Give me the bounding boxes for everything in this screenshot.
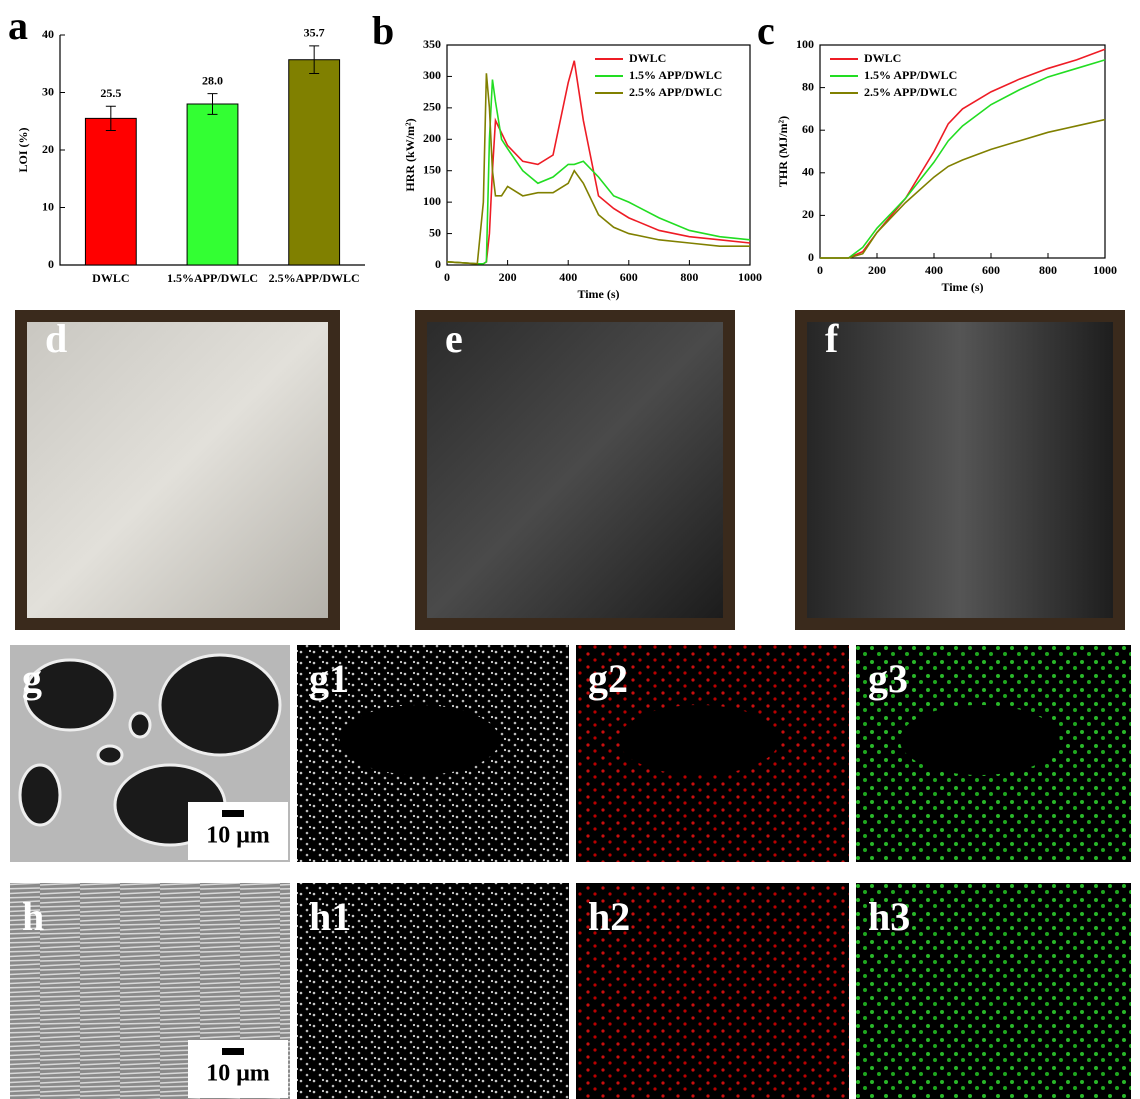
pore — [96, 744, 124, 766]
value-label: 28.0 — [202, 73, 223, 87]
y-tick-label: 0 — [808, 250, 814, 264]
x-tick-label: 400 — [559, 270, 577, 284]
legend-label: 1.5% APP/DWLC — [629, 68, 722, 82]
panel-label: a — [8, 3, 28, 48]
data-line — [446, 79, 751, 265]
y-tick-label: 0 — [435, 257, 441, 271]
x-axis-label: Time (s) — [577, 287, 619, 301]
x-tick-label: 600 — [620, 270, 638, 284]
error-bar — [207, 93, 218, 115]
plot-frame — [446, 44, 751, 266]
x-tick-label: 400 — [925, 263, 943, 277]
scale-bar — [222, 1048, 244, 1055]
legend-label: 1.5% APP/DWLC — [864, 68, 957, 82]
panel-label: e — [445, 316, 463, 361]
y-tick-label: 30 — [42, 84, 54, 98]
panel-label: h1 — [309, 894, 351, 939]
y-tick-label: 10 — [42, 199, 54, 213]
panel-label: g2 — [588, 656, 628, 701]
pore — [23, 658, 117, 732]
error-bar — [105, 105, 116, 131]
data-line — [820, 59, 1106, 259]
panel-label: h — [22, 894, 44, 939]
panel-label: h3 — [868, 894, 910, 939]
value-label: 25.5 — [100, 86, 121, 100]
panel-label: g — [22, 656, 42, 701]
pore — [128, 711, 152, 739]
x-axis-label: Time (s) — [941, 280, 983, 294]
data-line — [446, 73, 750, 265]
y-axis-label: HRR (kW/m²) — [403, 118, 417, 191]
y-tick-label: 40 — [802, 165, 814, 179]
y-tick-label: 0 — [48, 257, 54, 271]
scale-label: 10 μm — [206, 1061, 270, 1087]
scale-label: 10 μm — [206, 823, 270, 849]
pore — [158, 653, 282, 757]
y-axis-label: LOI (%) — [16, 127, 30, 172]
y-tick-label: 20 — [42, 142, 54, 156]
panel-label: d — [45, 316, 67, 361]
legend-label: DWLC — [629, 51, 666, 65]
panel-label: h2 — [588, 894, 630, 939]
plot-frame — [819, 44, 1106, 259]
void — [339, 705, 500, 775]
value-label: 35.7 — [304, 26, 325, 40]
element-map — [297, 883, 569, 1099]
y-tick-label: 100 — [796, 37, 814, 51]
panel-label: g1 — [309, 656, 349, 701]
x-tick-label: 0 — [817, 263, 823, 277]
y-tick-label: 40 — [42, 27, 54, 41]
photo — [27, 322, 328, 618]
x-tick-label: 1000 — [1093, 263, 1117, 277]
pore — [18, 763, 62, 827]
x-tick-label: DWLC — [92, 271, 129, 285]
panel-label: g3 — [868, 656, 908, 701]
y-tick-label: 200 — [423, 131, 441, 145]
scale-bar — [222, 810, 244, 817]
y-tick-label: 20 — [802, 207, 814, 221]
x-tick-label: 800 — [1039, 263, 1057, 277]
x-tick-label: 2.5%APP/DWLC — [269, 271, 360, 285]
data-line — [446, 60, 751, 265]
y-axis-label: THR (MJ/m²) — [776, 116, 790, 187]
panel-label: b — [372, 8, 394, 53]
x-tick-label: 200 — [868, 263, 886, 277]
y-tick-label: 50 — [429, 225, 441, 239]
x-tick-label: 800 — [680, 270, 698, 284]
legend-label: DWLC — [864, 51, 901, 65]
bar — [186, 103, 239, 266]
void — [899, 705, 1060, 775]
panel-label: f — [825, 316, 839, 361]
x-tick-label: 0 — [444, 270, 450, 284]
legend-label: 2.5% APP/DWLC — [864, 85, 957, 99]
x-tick-label: 1000 — [738, 270, 762, 284]
y-tick-label: 350 — [423, 37, 441, 51]
panel-label: c — [757, 8, 775, 53]
y-tick-label: 250 — [423, 100, 441, 114]
error-bar — [309, 45, 320, 75]
element-map — [856, 883, 1131, 1099]
x-tick-label: 600 — [982, 263, 1000, 277]
data-line — [820, 118, 1106, 259]
data-line — [820, 48, 1106, 259]
y-tick-label: 300 — [423, 68, 441, 82]
bar — [288, 59, 341, 266]
y-tick-label: 60 — [802, 122, 814, 136]
y-tick-label: 150 — [423, 162, 441, 176]
x-tick-label: 200 — [499, 270, 517, 284]
photo — [807, 322, 1113, 618]
x-tick-label: 1.5%APP/DWLC — [167, 271, 258, 285]
void — [618, 705, 779, 775]
y-tick-label: 80 — [802, 79, 814, 93]
y-tick-label: 100 — [423, 194, 441, 208]
element-map — [576, 883, 849, 1099]
legend-label: 2.5% APP/DWLC — [629, 85, 722, 99]
photo — [427, 322, 723, 618]
bar — [84, 117, 137, 266]
